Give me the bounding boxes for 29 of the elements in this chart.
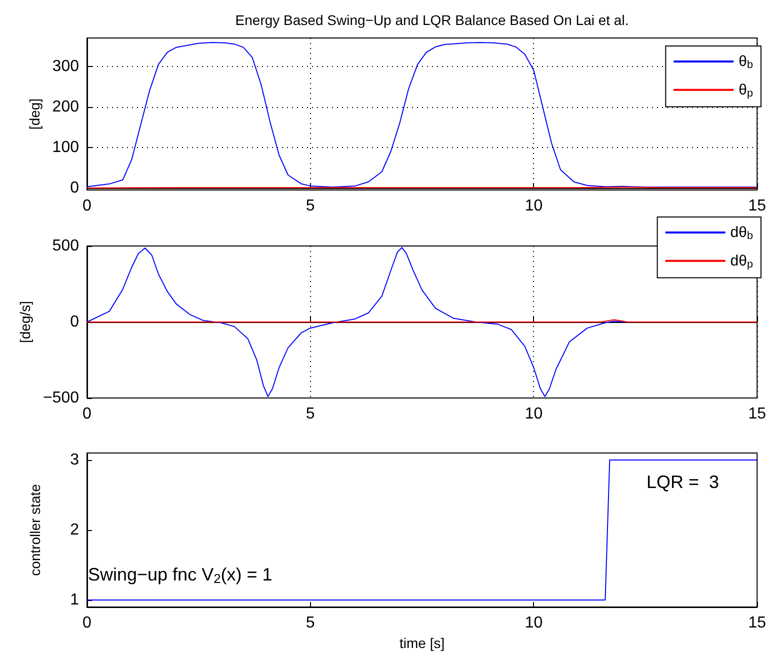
x-tick-label: 15 <box>748 614 766 632</box>
y-tick-label: 500 <box>52 238 80 254</box>
y-tick-label: 200 <box>52 98 80 116</box>
y-axis-title: [deg/s] <box>17 300 34 344</box>
y-tick-label: 0 <box>70 314 80 330</box>
y-tick-label: −500 <box>42 390 80 406</box>
x-tick-label: 15 <box>748 198 766 214</box>
x-tick-label: 15 <box>748 406 766 422</box>
line-series <box>86 42 758 188</box>
x-tick-label: 10 <box>524 406 543 422</box>
x-tick-label: 5 <box>306 406 315 422</box>
x-tick-label: 0 <box>82 198 92 214</box>
annotation: LQR = 3 <box>646 472 720 492</box>
x-tick-label: 10 <box>524 614 543 632</box>
chart-title: Energy Based Swing−Up and LQR Balance Based On Lai et al. <box>235 12 629 28</box>
y-tick-label: 3 <box>70 452 80 468</box>
y-tick-label: 2 <box>70 522 80 538</box>
x-axis-title: time [s] <box>399 634 445 651</box>
y-axis-title: controller state <box>27 484 43 576</box>
y-tick-label: 1 <box>70 592 80 608</box>
y-tick-label: 100 <box>52 138 80 156</box>
y-tick-label: 300 <box>52 58 80 75</box>
y-tick-label: 0 <box>70 179 80 196</box>
x-tick-label: 5 <box>306 614 315 632</box>
y-axis-title: [deg] <box>26 98 42 130</box>
x-tick-label: 10 <box>524 198 543 214</box>
x-tick-label: 5 <box>306 198 315 214</box>
x-tick-label: 0 <box>82 614 92 632</box>
x-tick-label: 0 <box>82 406 92 422</box>
